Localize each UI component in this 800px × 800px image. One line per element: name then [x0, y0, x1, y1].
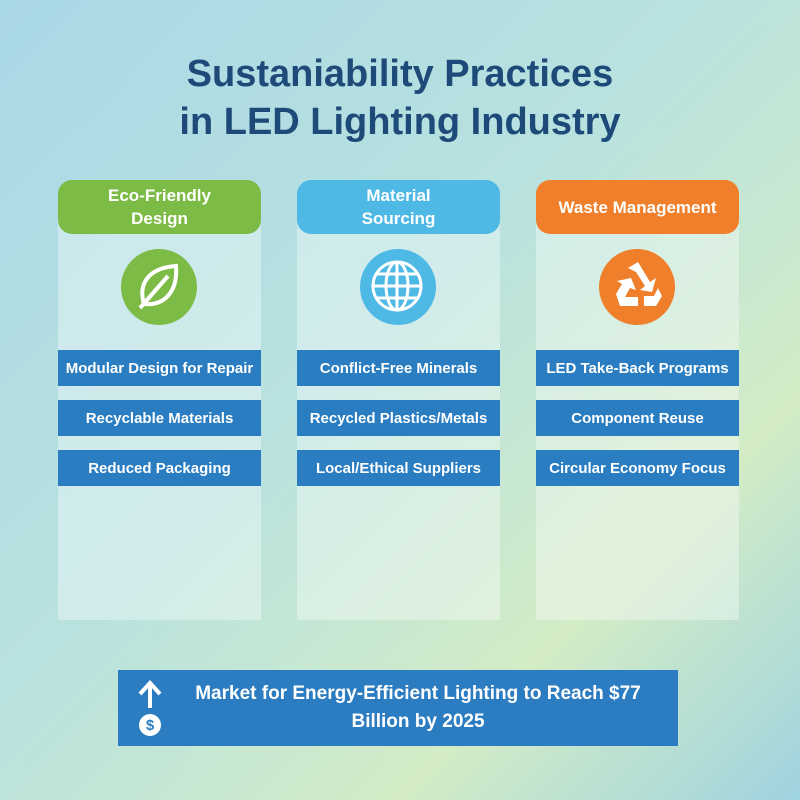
coin-icon [139, 714, 161, 736]
column-header: Waste Management [536, 180, 739, 234]
header-line: Eco-Friendly [108, 186, 211, 205]
recycle-arrow [644, 288, 662, 306]
footer-icon: $ [138, 680, 162, 736]
practice-item: Component Reuse [536, 400, 739, 436]
header-line: Design [131, 209, 188, 228]
column-icon [599, 249, 675, 325]
globe-lines [373, 262, 421, 310]
practice-item: Reduced Packaging [58, 450, 261, 486]
practice-item: Circular Economy Focus [536, 450, 739, 486]
practice-item: Recycled Plastics/Metals [297, 400, 500, 436]
title-line: in LED Lighting Industry [179, 101, 621, 143]
practice-item: Conflict-Free Minerals [297, 350, 500, 386]
recycle-arrow [616, 278, 638, 306]
coin-symbol: $ [146, 717, 155, 734]
header-line: Waste Management [558, 197, 717, 217]
column: Eco-Friendly Design Modular Design for Rep… [58, 180, 261, 620]
practice-item: Local/Ethical Suppliers [297, 450, 500, 486]
footer-text: Market for Energy-Efficient Lighting to … [168, 680, 668, 736]
column-icon [360, 249, 436, 325]
column-header: Eco-Friendly Design [58, 180, 261, 234]
footer-line: Billion by 2025 [351, 711, 485, 732]
column: Material Sourcing Conflict-Free Minerals Re… [297, 180, 500, 620]
arrow-icon [138, 680, 162, 708]
footer-banner: $ Market for Energy-Efficient Lighting t… [118, 670, 678, 746]
leaf-vein [138, 274, 170, 310]
column-icon [121, 249, 197, 325]
practice-item: Modular Design for Repair [58, 350, 261, 386]
header-line: Sourcing [361, 209, 436, 228]
leaf-shape [140, 263, 179, 307]
recycle-arrow [628, 262, 656, 292]
header-line: Material [366, 186, 431, 205]
title-line: Sustaniability Practices [186, 53, 614, 95]
footer-line: Market for Energy-Efficient Lighting to … [195, 683, 641, 704]
column-header: Material Sourcing [297, 180, 500, 234]
practice-item: LED Take-Back Programs [536, 350, 739, 386]
column: Waste Management LED Take-Back Programs Co… [536, 180, 739, 620]
practice-item: Recyclable Materials [58, 400, 261, 436]
icon-circle [599, 249, 675, 325]
title: Sustaniability Practices in LED Lighting… [0, 50, 800, 146]
